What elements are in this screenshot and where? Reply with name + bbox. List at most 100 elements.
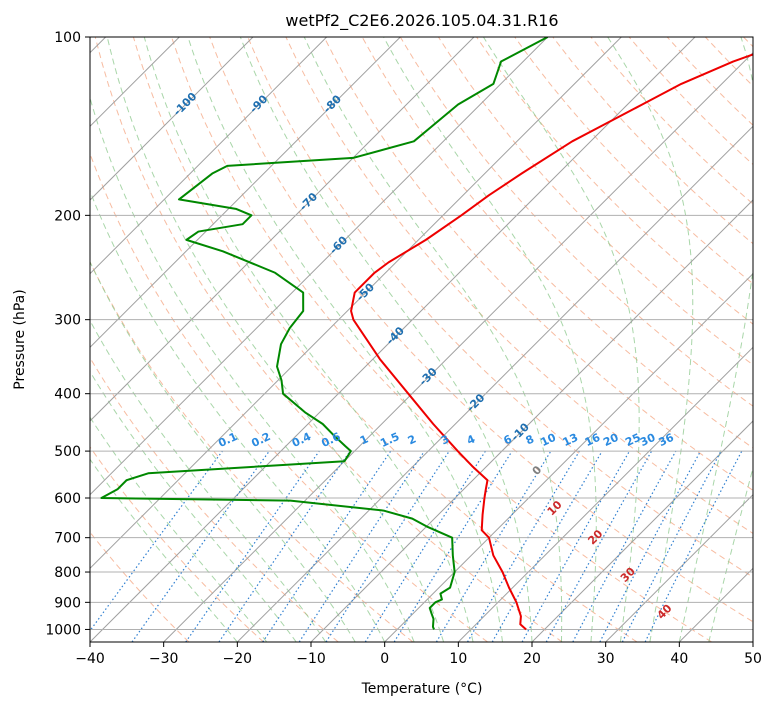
moist-adiabat — [303, 37, 563, 642]
isotherm-label: -80 — [321, 92, 344, 115]
sounding-series — [100, 37, 753, 631]
dry-adiabat — [666, 37, 753, 126]
dry-adiabat — [90, 446, 264, 642]
moist-adiabat — [90, 370, 297, 642]
mixing-ratio-label: 0.2 — [249, 430, 272, 450]
x-axis-tick-label: 0 — [380, 651, 389, 667]
x-axis-tick-label: −20 — [223, 651, 253, 667]
dry-adiabat — [438, 37, 753, 366]
dry-adiabat — [247, 37, 753, 578]
dry-adiabat — [514, 37, 753, 285]
mixing-ratio-label: 10 — [539, 431, 559, 449]
isotherm-line — [90, 37, 328, 275]
y-axis: 1000 900 800 700 600 500 400 300 200 100 — [45, 30, 90, 638]
dry-adiabat — [90, 531, 190, 642]
isotherm-line — [163, 51, 753, 642]
mixing-ratio-line — [521, 450, 631, 642]
dry-adiabat — [171, 37, 713, 642]
moist-adiabat — [90, 260, 356, 642]
y-axis-tick-label: 1000 — [45, 622, 81, 638]
isotherm-line — [90, 37, 549, 496]
mixing-ratio-label: 0.4 — [290, 430, 313, 450]
mixing-ratio-line — [364, 450, 486, 642]
plot-frame — [89, 36, 754, 643]
x-axis-tick-label: −10 — [296, 651, 326, 667]
dry-adiabat — [552, 37, 753, 245]
mixing-ratio-label: 4 — [465, 432, 478, 447]
line-annotations: -100 -90 -80-70-60-50-40-30-20-100.1 0.2 0.4… — [171, 90, 676, 622]
x-axis-tick-label: −40 — [75, 651, 105, 667]
mixing-ratio-label: 13 — [561, 431, 580, 449]
isotherm-line — [90, 37, 622, 570]
dry-adiabat — [90, 260, 414, 642]
isotherm-line — [90, 37, 696, 642]
y-axis-tick-label: 700 — [54, 531, 81, 547]
mixing-ratio-label: 25 — [623, 431, 642, 449]
isotherm-line — [457, 346, 753, 642]
mixing-ratio-label: 20 — [601, 431, 621, 449]
isotherm-label: -40 — [384, 324, 407, 347]
moist-adiabat-label: 30 — [618, 565, 638, 585]
y-axis-label: Pressure (hPa) — [12, 289, 28, 389]
y-axis-tick-label: 900 — [54, 595, 81, 611]
mixing-ratio-label: 30 — [638, 431, 658, 449]
dewpoint-profile-line — [100, 37, 549, 630]
moist-adiabat-label: 10 — [545, 498, 565, 518]
dry-adiabat — [132, 37, 638, 642]
mixing-ratio-line — [298, 450, 425, 642]
moist-adiabat — [607, 37, 694, 642]
mixing-ratio-line — [599, 450, 702, 642]
isotherm-line — [90, 37, 475, 422]
dry-adiabat — [94, 37, 563, 642]
mixing-ratio-label: 16 — [583, 431, 603, 449]
mixing-ratio-line — [466, 450, 580, 642]
moist-adiabat — [106, 37, 445, 642]
mixing-ratio-label: 36 — [656, 431, 676, 449]
mixing-ratio-label: 8 — [524, 432, 536, 447]
mixing-ratio-line — [644, 450, 743, 642]
dry-adiabat — [90, 356, 339, 642]
x-axis-tick-label: 20 — [523, 651, 541, 667]
moist-adiabat — [90, 319, 327, 642]
dry-adiabat — [323, 37, 753, 491]
mixing-ratio-label: 2 — [406, 432, 418, 447]
mixing-ratio-line — [325, 450, 450, 642]
mixing-ratio-line — [131, 450, 270, 642]
moist-adiabat-label: 0 — [530, 463, 545, 478]
x-axis-tick-label: 10 — [449, 651, 467, 667]
isotherm-line — [384, 272, 753, 642]
x-axis: −40 −30 −20 −10 0 10 20 30 40 50 — [75, 642, 762, 667]
dry-adiabat — [743, 37, 753, 48]
mixing-ratio-line — [90, 450, 223, 632]
moist-adiabat — [187, 37, 504, 642]
dry-adiabat — [285, 37, 753, 535]
dry-adiabat — [590, 37, 753, 205]
isotherm-line — [752, 641, 753, 642]
dry-adiabat — [476, 37, 753, 325]
dry-adiabat — [209, 37, 753, 623]
mixing-ratio-label: 3 — [439, 432, 451, 447]
moist-adiabat — [239, 37, 533, 642]
x-axis-label: Temperature (°C) — [361, 681, 483, 697]
moist-adiabat — [383, 37, 597, 642]
isotherm-line — [236, 125, 753, 642]
x-axis-tick-label: 30 — [597, 651, 615, 667]
mixing-ratio-line — [185, 450, 320, 642]
pressure-gridlines — [90, 37, 753, 630]
background-lines — [90, 37, 753, 642]
isotherm-line — [90, 37, 254, 201]
isotherm-line — [678, 567, 753, 642]
isotherm-line — [605, 493, 753, 642]
y-axis-tick-label: 200 — [54, 208, 81, 224]
y-axis-tick-label: 800 — [54, 565, 81, 581]
mixing-ratio-label: 0.6 — [319, 430, 342, 450]
mixing-ratio-line — [572, 450, 677, 642]
y-axis-tick-label: 500 — [54, 444, 81, 460]
mixing-ratio-line — [218, 450, 351, 642]
mixing-ratio-label: 0.1 — [216, 430, 239, 450]
dry-adiabat — [704, 37, 753, 87]
isotherm-line — [90, 37, 401, 349]
moist-adiabat — [90, 189, 386, 642]
isotherm-line — [531, 420, 753, 642]
